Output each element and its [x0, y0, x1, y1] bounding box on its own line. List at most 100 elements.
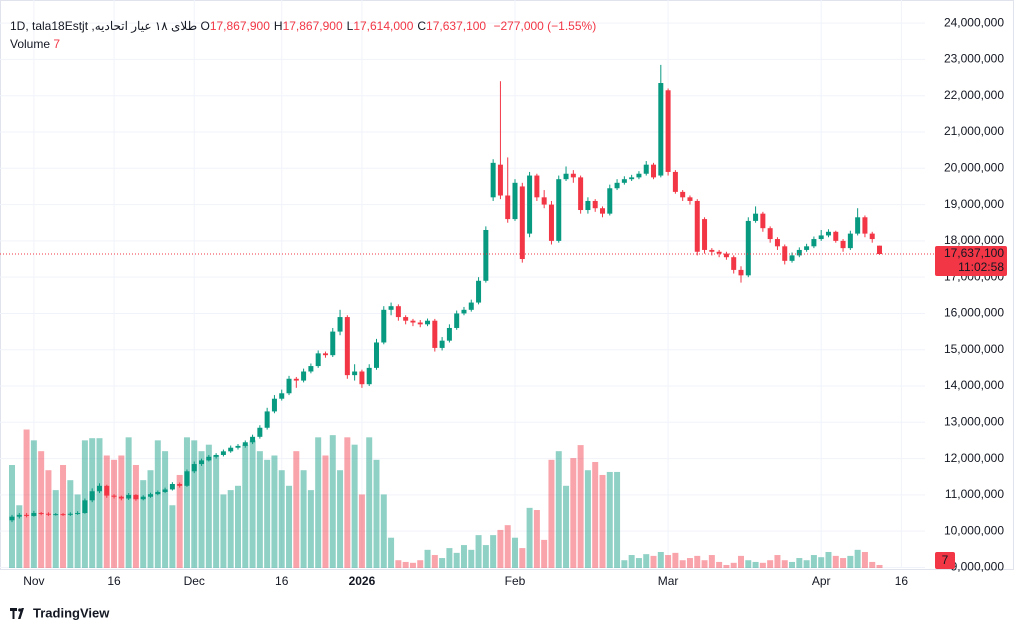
volume-bar — [504, 525, 511, 568]
volume-bar — [439, 558, 446, 568]
candle-body — [403, 317, 409, 321]
volume-bar — [431, 555, 438, 568]
candle-body — [614, 182, 620, 189]
ohlc-value: 17,867,900 — [282, 19, 343, 33]
x-tick-label: 16 — [895, 574, 909, 588]
volume-bar — [89, 438, 96, 568]
volume-bar — [388, 537, 395, 568]
candle-body — [96, 485, 102, 492]
candle-body — [38, 513, 44, 515]
candle-body — [548, 204, 554, 241]
volume-pane — [9, 429, 883, 568]
brand-logo — [10, 608, 24, 619]
candle-body — [199, 460, 205, 465]
volume-bar — [16, 505, 23, 568]
y-tick-label: 13,000,000 — [944, 414, 1004, 428]
candle-body — [541, 197, 547, 205]
candle-body — [9, 516, 15, 521]
candle-body — [352, 371, 358, 376]
volume-bar — [409, 562, 416, 568]
volume-bar — [781, 560, 788, 568]
volume-bar — [373, 459, 380, 568]
volume-bar — [861, 551, 868, 568]
x-tick-label: 2026 — [349, 574, 376, 588]
y-tick-label: 15,000,000 — [944, 342, 1004, 356]
volume-bar — [584, 470, 591, 568]
volume-bar — [468, 549, 475, 568]
volume-bar — [395, 560, 402, 568]
countdown: 11:02:58 — [958, 260, 1004, 274]
volume-bar — [205, 444, 212, 568]
candle-body — [366, 367, 372, 385]
ohlc-key: O — [200, 19, 210, 33]
change: −277,000 (−1.55%) — [493, 19, 597, 33]
candle-body — [213, 454, 219, 457]
y-tick-label: 19,000,000 — [944, 197, 1004, 211]
candle-body — [629, 177, 635, 180]
volume-bar — [183, 437, 190, 568]
candle-body — [104, 485, 110, 496]
candle-body — [432, 320, 438, 348]
volume-bar — [249, 440, 256, 568]
candle-body — [162, 489, 168, 492]
volume-bar — [118, 455, 125, 568]
volume-bar — [716, 561, 723, 568]
candle-body — [133, 494, 139, 500]
y-tick-label: 11,000,000 — [945, 487, 1004, 501]
candle-body — [60, 514, 66, 516]
candle-body — [789, 255, 795, 261]
volume-bar — [694, 555, 701, 568]
candle-body — [439, 340, 445, 348]
candle-body — [184, 471, 190, 486]
volume-value: 7 — [53, 37, 61, 51]
candle-body — [804, 246, 810, 250]
candle-body — [425, 320, 431, 325]
candle-body — [527, 175, 533, 234]
candle-body — [731, 257, 737, 270]
candle-body — [148, 494, 154, 497]
candle-body — [395, 306, 401, 318]
volume-bar — [796, 558, 803, 568]
volume-bar — [402, 561, 409, 568]
candle-body — [16, 514, 22, 517]
candle-body — [250, 436, 256, 443]
candle-body — [658, 83, 664, 176]
volume-bar — [264, 459, 271, 568]
candle-body — [497, 164, 503, 196]
volume-bar — [351, 444, 358, 568]
volume-bar — [810, 555, 817, 568]
x-tick-label: Dec — [184, 574, 205, 588]
candle-body — [381, 309, 387, 343]
volume-bar — [256, 451, 263, 568]
volume-bar — [854, 549, 861, 568]
volume-bar — [460, 545, 467, 568]
volume-bar — [424, 549, 431, 568]
volume-bar — [344, 437, 351, 568]
volume-badge — [935, 552, 955, 569]
candle-body — [774, 239, 780, 247]
candle-body — [24, 514, 30, 516]
chart-frame — [0, 0, 1014, 570]
volume-bar — [23, 429, 30, 568]
volume-bar — [876, 564, 883, 568]
candle-body — [344, 317, 350, 376]
candle-body — [621, 179, 627, 183]
candle-body — [738, 269, 744, 276]
x-tick-label: Mar — [658, 574, 679, 588]
ohlc-value: 17,867,900 — [209, 19, 270, 33]
candle-body — [454, 313, 460, 328]
volume-bar — [227, 490, 234, 568]
volume-bar — [103, 455, 110, 568]
candle-body — [825, 231, 831, 236]
volume-bar — [825, 551, 832, 568]
candle-body — [687, 197, 693, 201]
candle-body — [723, 253, 729, 258]
logo-mark — [10, 608, 24, 619]
price-badge — [935, 246, 1007, 277]
candle-body — [220, 451, 226, 455]
volume-bar — [745, 560, 752, 568]
candle-body — [833, 231, 839, 241]
volume-bar — [533, 510, 540, 568]
